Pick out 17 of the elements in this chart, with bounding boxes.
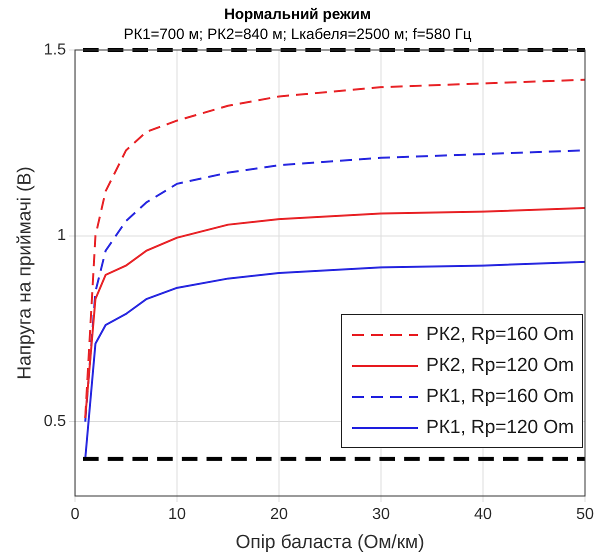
x-tick-label: 30 xyxy=(372,506,390,524)
y-tick-label: 1.5 xyxy=(44,41,66,58)
x-axis-title: Опір баласта (Ом/км) xyxy=(236,532,424,553)
chart-subtitle: РК1=700 м; РК2=840 м; Lкабеля=2500 м; f=580 Гц xyxy=(124,26,472,44)
legend-label: РК1, Rp=160 Om xyxy=(426,386,574,408)
y-axis-title: Напруга на приймачі (В) xyxy=(14,166,36,380)
x-tick-label: 0 xyxy=(70,506,80,524)
x-tick-label: 40 xyxy=(474,506,492,524)
x-tick-label: 20 xyxy=(270,506,288,524)
y-tick-label: 1 xyxy=(57,227,66,244)
legend-label: РК2, Rp=160 Om xyxy=(426,324,574,346)
legend-label: РК2, Rp=120 Om xyxy=(426,354,574,376)
chart-title: Нормальний режим xyxy=(224,6,371,24)
x-tick-label: 50 xyxy=(576,506,594,524)
legend-label: РК1, Rp=120 Om xyxy=(426,416,574,438)
y-tick-label: 0.5 xyxy=(44,413,66,430)
x-tick-label: 10 xyxy=(168,506,186,524)
